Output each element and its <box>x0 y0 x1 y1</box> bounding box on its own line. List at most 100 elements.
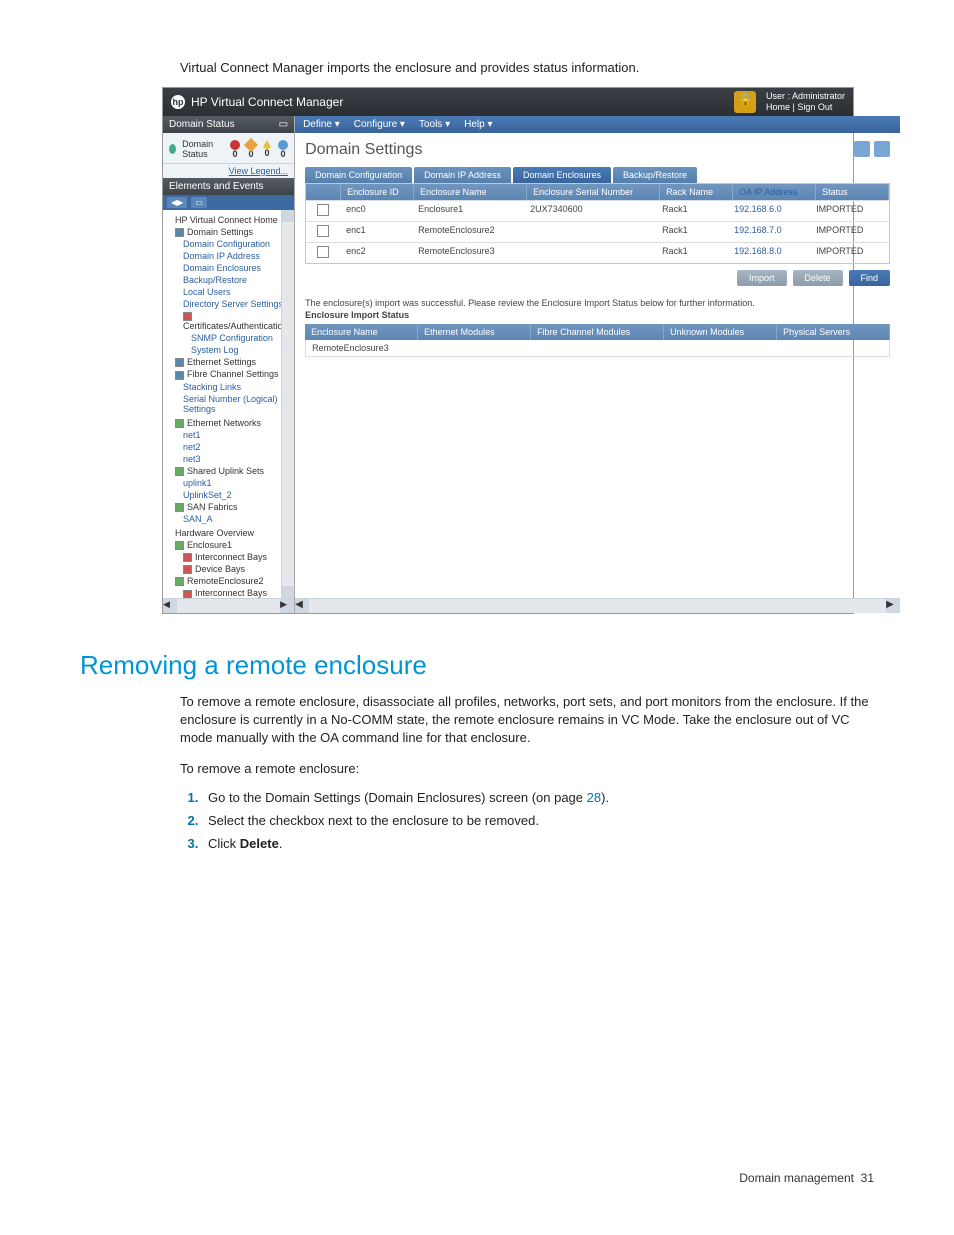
hp-logo-icon: hp <box>171 95 185 109</box>
view-legend-link[interactable]: View Legend... <box>163 164 294 178</box>
import-status-heading: Enclosure Import Status <box>305 310 890 320</box>
col-header: Unknown Modules <box>664 324 777 340</box>
tree-item[interactable]: Domain Settings <box>167 226 294 238</box>
scrollbar-vertical[interactable] <box>281 210 294 598</box>
domain-status-row: Domain Status 0 0 0 0 <box>163 133 294 164</box>
menu-configure[interactable]: Configure ▾ <box>354 119 405 130</box>
tab-domain-enclosures[interactable]: Domain Enclosures <box>513 167 611 183</box>
tab-domain-ip-address[interactable]: Domain IP Address <box>414 167 511 183</box>
tree-item[interactable]: Backup/Restore <box>167 274 294 286</box>
vc-manager-screenshot: hp HP Virtual Connect Manager User : Adm… <box>162 87 854 614</box>
critical-icon <box>230 140 240 150</box>
col-header: Enclosure Name <box>414 184 527 200</box>
row-checkbox[interactable] <box>317 204 329 216</box>
find-button[interactable]: Find <box>849 270 891 286</box>
tree-item[interactable]: Domain IP Address <box>167 250 294 262</box>
tree-item[interactable]: Domain Enclosures <box>167 262 294 274</box>
menu-define[interactable]: Define ▾ <box>303 119 340 130</box>
print-icon[interactable] <box>854 141 870 157</box>
row-checkbox[interactable] <box>317 246 329 258</box>
col-header: Ethernet Modules <box>418 324 531 340</box>
col-header: Rack Name <box>660 184 733 200</box>
tree-item[interactable]: Stacking Links <box>167 381 294 393</box>
page-28-link[interactable]: 28 <box>587 790 601 805</box>
tree-item[interactable]: net3 <box>167 453 294 465</box>
status-ok-icon <box>169 144 176 154</box>
enclosures-table: Enclosure IDEnclosure NameEnclosure Seri… <box>305 183 890 264</box>
page-footer: Domain management 31 <box>80 1171 874 1185</box>
main-content: Define ▾ Configure ▾ Tools ▾ Help ▾ Doma… <box>295 116 900 613</box>
sidebar-domain-status-head: Domain Status▭ <box>163 116 294 133</box>
tree-item[interactable]: Hardware Overview <box>167 527 294 539</box>
col-header: Status <box>816 184 889 200</box>
tree-item[interactable]: HP Virtual Connect Home <box>167 214 294 226</box>
sidebar-elements-head: Elements and Events <box>163 178 294 195</box>
tree-item[interactable]: Interconnect Bays <box>167 587 294 598</box>
tree-item[interactable]: net2 <box>167 441 294 453</box>
table-row: enc2RemoteEnclosure3Rack1192.168.8.0IMPO… <box>306 242 889 263</box>
import-button[interactable]: Import <box>737 270 787 286</box>
delete-button[interactable]: Delete <box>793 270 843 286</box>
step-2: Select the checkbox next to the enclosur… <box>202 813 874 828</box>
menu-help[interactable]: Help ▾ <box>464 119 492 130</box>
tab-backup/restore[interactable]: Backup/Restore <box>613 167 697 183</box>
tree-item[interactable]: Ethernet Settings <box>167 356 294 368</box>
count-critical: 0 <box>233 150 238 159</box>
step-3: Click Delete. <box>202 836 874 851</box>
tree-item[interactable]: SNMP Configuration <box>167 332 294 344</box>
tree-item[interactable]: net1 <box>167 429 294 441</box>
col-header: Enclosure Serial Number <box>527 184 660 200</box>
user-label: User : Administrator <box>766 91 845 102</box>
tree-item[interactable]: RemoteEnclosure2 <box>167 575 294 587</box>
collapse-icon[interactable]: ▭ <box>279 119 288 130</box>
main-scrollbar-horizontal[interactable]: ◀▶ <box>295 598 900 613</box>
col-header: Physical Servers <box>777 324 890 340</box>
tree-item[interactable]: Device Bays <box>167 563 294 575</box>
import-status-table-head: Enclosure NameEthernet ModulesFibre Chan… <box>305 324 890 340</box>
tree-item[interactable]: SAN_A <box>167 513 294 525</box>
tabs[interactable]: Domain ConfigurationDomain IP AddressDom… <box>305 167 890 183</box>
lock-icon <box>734 91 756 113</box>
tree-item[interactable]: System Log <box>167 344 294 356</box>
import-status-row: RemoteEnclosure3 <box>305 340 890 357</box>
menu-tools[interactable]: Tools ▾ <box>419 119 450 130</box>
nav-tree[interactable]: HP Virtual Connect HomeDomain SettingsDo… <box>163 210 294 598</box>
tree-item[interactable]: Serial Number (Logical) Settings <box>167 393 294 415</box>
tree-item[interactable]: Shared Uplink Sets <box>167 465 294 477</box>
info-icon <box>278 140 288 150</box>
tree-item[interactable]: Directory Server Settings <box>167 298 294 310</box>
home-signout[interactable]: Home | Sign Out <box>766 102 845 113</box>
col-header: Enclosure ID <box>341 184 414 200</box>
domain-status-label: Domain Status <box>182 139 224 159</box>
tree-item[interactable]: Ethernet Networks <box>167 417 294 429</box>
import-success-message: The enclosure(s) import was successful. … <box>305 298 890 308</box>
page-title: Domain Settings <box>305 141 422 159</box>
count-warning: 0 <box>265 149 270 158</box>
table-row: enc1RemoteEnclosure2Rack1192.168.7.0IMPO… <box>306 221 889 242</box>
sidebar-tabs[interactable]: ◀▶▭ <box>163 195 294 210</box>
section-heading: Removing a remote enclosure <box>80 650 874 681</box>
row-checkbox[interactable] <box>317 225 329 237</box>
tree-item[interactable]: Interconnect Bays <box>167 551 294 563</box>
col-header: Fibre Channel Modules <box>531 324 664 340</box>
app-title: HP Virtual Connect Manager <box>191 95 343 109</box>
tree-item[interactable]: UplinkSet_2 <box>167 489 294 501</box>
removal-intro-paragraph: To remove a remote enclosure, disassocia… <box>180 693 874 748</box>
removal-steps-lead: To remove a remote enclosure: <box>180 760 874 778</box>
tree-item[interactable]: Certificates/Authentications <box>167 310 294 332</box>
help-icon[interactable] <box>874 141 890 157</box>
step-1: Go to the Domain Settings (Domain Enclos… <box>202 790 874 805</box>
tree-item[interactable]: SAN Fabrics <box>167 501 294 513</box>
scrollbar-horizontal[interactable]: ◀▶ <box>163 598 294 613</box>
major-icon <box>244 137 258 151</box>
tree-item[interactable]: Local Users <box>167 286 294 298</box>
tree-item[interactable]: Enclosure1 <box>167 539 294 551</box>
tree-item[interactable]: Fibre Channel Settings <box>167 368 294 380</box>
tree-item[interactable]: uplink1 <box>167 477 294 489</box>
removal-steps: Go to the Domain Settings (Domain Enclos… <box>180 790 874 851</box>
table-row: enc0Enclosure12UX7340600Rack1192.168.6.0… <box>306 200 889 221</box>
menubar[interactable]: Define ▾ Configure ▾ Tools ▾ Help ▾ <box>295 116 900 133</box>
tab-domain-configuration[interactable]: Domain Configuration <box>305 167 412 183</box>
tree-item[interactable]: Domain Configuration <box>167 238 294 250</box>
sidebar: Domain Status▭ Domain Status 0 0 0 0 Vie… <box>163 116 295 613</box>
